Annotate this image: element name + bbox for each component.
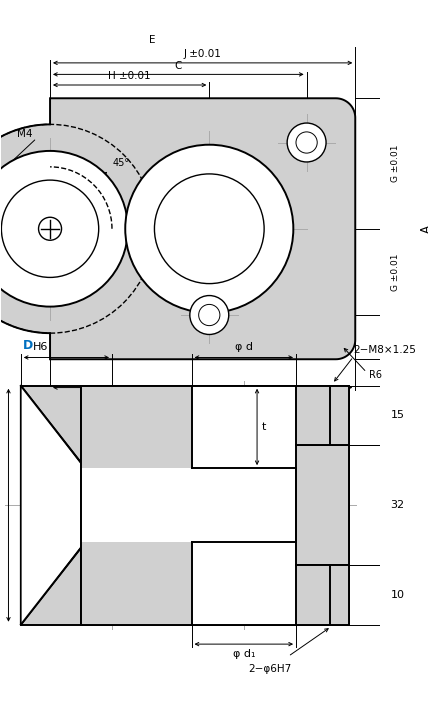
Polygon shape — [81, 386, 192, 468]
Circle shape — [125, 145, 293, 313]
Polygon shape — [21, 386, 81, 625]
Text: t: t — [262, 422, 266, 432]
Polygon shape — [296, 445, 349, 565]
Polygon shape — [22, 386, 80, 624]
Text: G ±0.01: G ±0.01 — [391, 253, 400, 291]
Text: φ d: φ d — [235, 342, 253, 352]
Circle shape — [1, 180, 99, 277]
Text: 15: 15 — [391, 411, 404, 420]
Circle shape — [296, 132, 317, 153]
Polygon shape — [81, 542, 192, 625]
Polygon shape — [81, 386, 296, 625]
Text: 45°: 45° — [113, 158, 130, 168]
Circle shape — [199, 304, 220, 325]
Text: H ±0.01: H ±0.01 — [108, 72, 151, 82]
Text: 10: 10 — [391, 590, 404, 600]
Text: R: R — [10, 171, 18, 181]
Text: R6: R6 — [369, 370, 381, 380]
Text: 2−M8×1.25: 2−M8×1.25 — [354, 345, 416, 354]
Text: 2−φ6H7: 2−φ6H7 — [249, 664, 292, 674]
Text: F: F — [200, 392, 205, 402]
Polygon shape — [0, 99, 355, 359]
Circle shape — [190, 296, 229, 335]
Text: G ±0.01: G ±0.01 — [391, 145, 400, 182]
Circle shape — [287, 123, 326, 162]
Text: C: C — [175, 61, 182, 71]
Text: φ d₁: φ d₁ — [232, 649, 255, 659]
Polygon shape — [296, 565, 349, 625]
Polygon shape — [296, 386, 349, 445]
Text: J ±0.01: J ±0.01 — [184, 50, 222, 60]
Text: H6: H6 — [33, 342, 49, 352]
Circle shape — [155, 174, 264, 284]
Text: E: E — [149, 35, 156, 45]
Text: A: A — [420, 225, 428, 233]
Circle shape — [0, 151, 128, 306]
Text: D: D — [23, 339, 33, 352]
Text: M4: M4 — [17, 128, 33, 139]
Text: 32: 32 — [391, 501, 405, 510]
Polygon shape — [21, 386, 349, 625]
